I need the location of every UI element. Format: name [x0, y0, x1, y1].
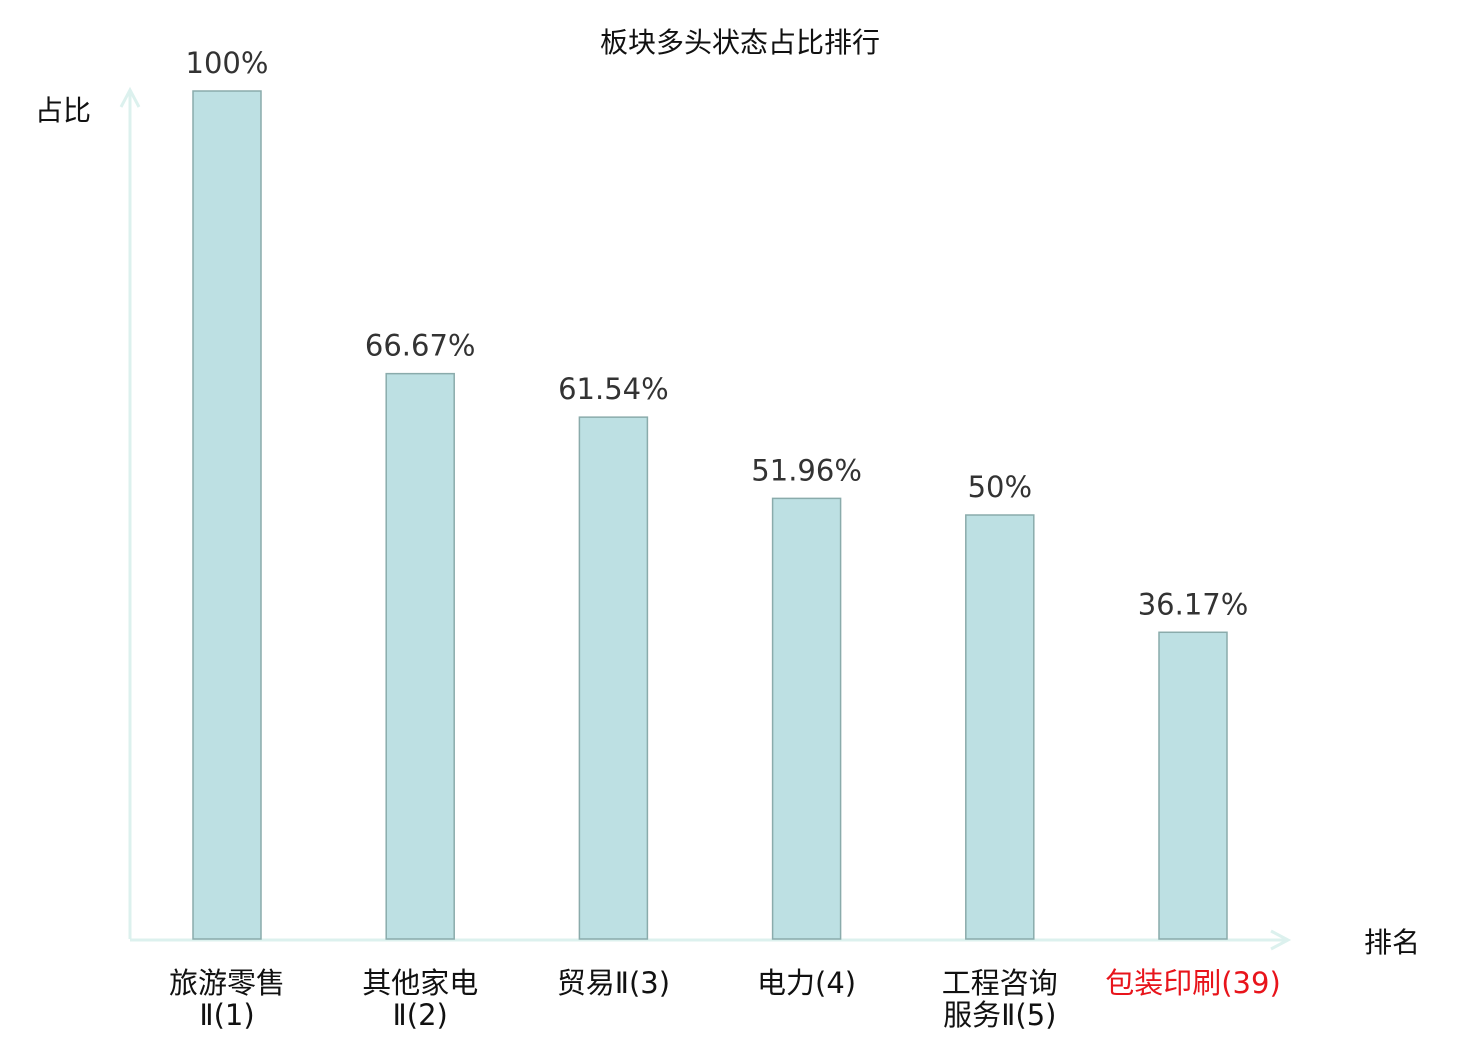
- category-label: Ⅱ(1): [199, 998, 254, 1032]
- y-axis-label: 占比: [35, 94, 91, 127]
- value-label: 66.67%: [365, 329, 476, 363]
- value-label: 51.96%: [751, 453, 862, 487]
- bar: [771, 497, 842, 940]
- x-axis-arrow-icon: [1270, 929, 1292, 951]
- value-label: 50%: [968, 470, 1032, 504]
- category-label: 其他家电: [362, 966, 478, 1000]
- value-label: 61.54%: [558, 372, 669, 406]
- bar: [192, 90, 262, 940]
- axes: [119, 86, 1292, 951]
- bar: [578, 416, 649, 940]
- category-label: Ⅱ(2): [393, 998, 448, 1032]
- category-label: 贸易Ⅱ(3): [557, 966, 670, 1000]
- x-axis-label: 排名: [1364, 926, 1420, 959]
- value-label: 100%: [186, 46, 269, 80]
- bar: [965, 514, 1035, 940]
- category-label: 服务Ⅱ(5): [943, 998, 1056, 1032]
- category-label: 旅游零售: [169, 966, 285, 1000]
- bar: [1158, 631, 1228, 940]
- bar: [385, 372, 455, 940]
- category-label: 包装印刷(39): [1105, 966, 1281, 1000]
- category-label: 电力(4): [757, 966, 856, 1000]
- y-axis-arrow-icon: [119, 86, 141, 108]
- chart-title: 板块多头状态占比排行: [600, 26, 880, 59]
- value-label: 36.17%: [1138, 587, 1249, 621]
- category-label: 工程咨询: [942, 966, 1058, 1000]
